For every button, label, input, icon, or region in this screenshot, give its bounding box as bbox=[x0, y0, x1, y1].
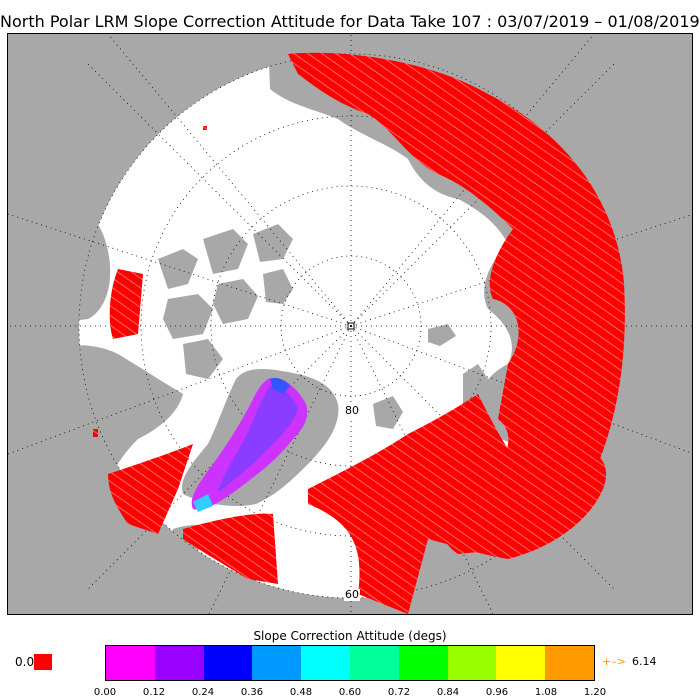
north-america-land bbox=[8, 345, 183, 614]
colorbar-segment bbox=[545, 646, 594, 680]
colorbar-segment bbox=[398, 646, 448, 680]
colorbar-tick-label: 1.08 bbox=[534, 687, 558, 698]
track-swath-norway bbox=[308, 394, 607, 614]
colorbar-segment bbox=[447, 646, 497, 680]
svalbard-land bbox=[373, 396, 403, 429]
underflow-swatch bbox=[34, 654, 52, 670]
colorbar-tick-label: 0.36 bbox=[240, 687, 264, 698]
colorbar-segment bbox=[349, 646, 399, 680]
legend-title: Slope Correction Attitude (degs) bbox=[253, 629, 447, 643]
latitude-label-80: 80 bbox=[344, 404, 360, 417]
colorbar-tick-label: 0.72 bbox=[387, 687, 411, 698]
underflow-label: 0.0 bbox=[15, 655, 35, 669]
track-swath-east bbox=[288, 52, 625, 554]
colorbar-tick-label: 0.00 bbox=[93, 687, 117, 698]
track-fragment bbox=[203, 126, 207, 130]
franz-josef-land bbox=[428, 324, 456, 346]
colorbar-tick-label: 0.60 bbox=[338, 687, 362, 698]
colorbar-tick-label: 0.84 bbox=[436, 687, 460, 698]
canadian-arctic-islands bbox=[158, 224, 293, 379]
north-pole-marker bbox=[347, 322, 355, 330]
track-swath-labrador bbox=[109, 269, 143, 339]
overflow-value: 6.14 bbox=[632, 655, 657, 668]
satellite-tracks bbox=[93, 52, 625, 614]
polar-map bbox=[8, 34, 692, 614]
track-swath-north-atlantic bbox=[183, 513, 278, 584]
colorbar-tick-label: 0.24 bbox=[191, 687, 215, 698]
colorbar-segment bbox=[203, 646, 253, 680]
colorbar-tick-label: 0.48 bbox=[289, 687, 313, 698]
colorbar-segment bbox=[496, 646, 546, 680]
colorbar bbox=[105, 645, 595, 681]
latitude-label-60: 60 bbox=[344, 588, 360, 601]
overflow-arrow: +–> bbox=[602, 655, 626, 668]
colorbar-segment bbox=[106, 646, 155, 680]
map-title: North Polar LRM Slope Correction Attitud… bbox=[0, 12, 700, 31]
slope-data-patch-inner bbox=[218, 385, 298, 492]
slope-data-edge bbox=[193, 494, 213, 512]
colorbar-tick-label: 0.12 bbox=[142, 687, 166, 698]
colorbar-tick-label: 0.96 bbox=[485, 687, 509, 698]
map-panel: 80 60 bbox=[7, 33, 693, 615]
colorbar-tick-label: 1.20 bbox=[583, 687, 607, 698]
colorbar-segment bbox=[252, 646, 302, 680]
track-fragment bbox=[93, 429, 98, 437]
greenland-slope-data bbox=[191, 377, 308, 512]
track-swath-greenland-sea bbox=[108, 444, 193, 534]
colorbar-segment bbox=[154, 646, 204, 680]
colorbar-segment bbox=[301, 646, 350, 680]
slope-data-edge bbox=[270, 377, 290, 394]
alaska-land bbox=[8, 152, 111, 320]
